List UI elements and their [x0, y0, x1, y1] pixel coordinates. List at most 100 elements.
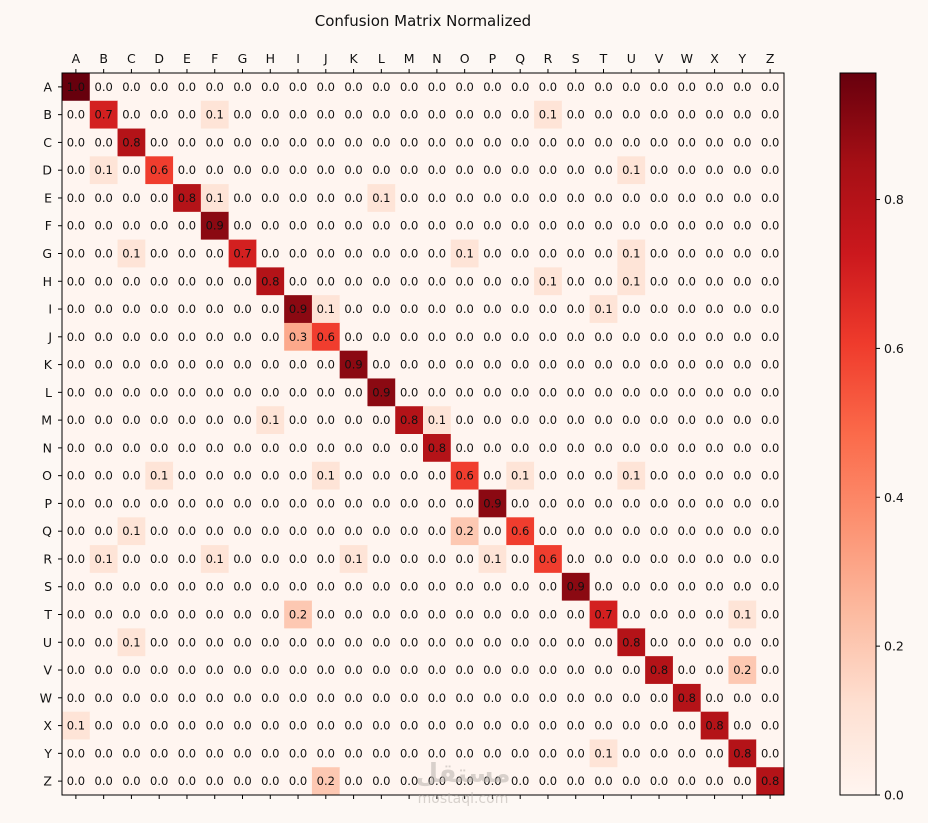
heatmap-cell-T-U	[617, 600, 646, 629]
cell-label-I-K: 0.0	[344, 302, 362, 316]
cell-label-B-J: 0.0	[317, 108, 335, 122]
cell-label-B-N: 0.0	[428, 108, 446, 122]
heatmap-cell-Y-V	[645, 739, 674, 768]
heatmap-cell-K-B	[89, 350, 119, 379]
cell-label-H-S: 0.0	[567, 274, 585, 288]
heatmap-cell-T-F	[200, 600, 230, 629]
cell-label-W-G: 0.0	[233, 691, 251, 705]
heatmap-cell-M-M	[395, 406, 424, 435]
heatmap-cell-B-O	[450, 100, 480, 130]
heatmap-cell-Q-J	[311, 517, 341, 546]
cell-label-Y-A: 0.0	[67, 746, 85, 760]
cell-label-P-R: 0.0	[539, 496, 557, 510]
cell-label-G-M: 0.0	[400, 247, 418, 261]
cell-label-V-V: 0.8	[650, 663, 668, 677]
cell-label-I-D: 0.0	[150, 302, 168, 316]
heatmap-cell-U-X	[700, 628, 729, 657]
heatmap-cell-D-Z	[756, 156, 785, 185]
heatmap-cell-B-B	[89, 100, 119, 130]
cell-label-T-A: 0.0	[67, 608, 85, 622]
heatmap-cell-J-Q	[506, 322, 535, 352]
heatmap-cell-W-A	[62, 683, 91, 713]
cell-label-U-D: 0.0	[150, 635, 168, 649]
cell-label-Q-A: 0.0	[67, 524, 85, 538]
cell-label-R-J: 0.0	[317, 552, 335, 566]
cell-label-F-U: 0.0	[622, 219, 640, 233]
cell-label-M-X: 0.0	[705, 413, 723, 427]
cell-label-V-T: 0.0	[594, 663, 612, 677]
cell-label-Q-D: 0.0	[150, 524, 168, 538]
cell-label-V-J: 0.0	[317, 663, 335, 677]
cell-label-M-R: 0.0	[539, 413, 557, 427]
heatmap-cell-A-P	[478, 73, 507, 102]
cell-label-A-M: 0.0	[400, 80, 418, 94]
heatmap-cell-A-S	[561, 73, 591, 102]
heatmap-cell-Q-L	[367, 517, 396, 546]
cell-label-B-V: 0.0	[650, 108, 668, 122]
cell-label-X-T: 0.0	[594, 719, 612, 733]
x-tick-label-W: W	[681, 51, 693, 66]
heatmap-cell-M-S	[561, 406, 591, 435]
heatmap-cell-A-G	[228, 73, 257, 102]
heatmap-cell-Q-Q	[506, 517, 535, 546]
cell-label-X-Y: 0.0	[733, 719, 751, 733]
heatmap-cell-B-P	[478, 100, 507, 130]
cell-label-S-T: 0.0	[594, 580, 612, 594]
cell-label-K-V: 0.0	[650, 358, 668, 372]
cell-label-O-E: 0.0	[178, 469, 196, 483]
heatmap-cell-Q-X	[700, 517, 729, 546]
heatmap-cell-N-U	[617, 434, 646, 463]
heatmap-cell-P-T	[589, 489, 618, 518]
cell-label-L-P: 0.0	[483, 385, 501, 399]
heatmap-cell-E-Q	[506, 184, 535, 213]
heatmap-cell-D-E	[173, 156, 202, 185]
heatmap-cell-W-U	[617, 683, 646, 713]
heatmap-cell-U-V	[645, 628, 674, 657]
heatmap-cell-F-E	[173, 211, 202, 241]
cell-label-K-Q: 0.0	[511, 358, 529, 372]
cell-label-E-R: 0.0	[539, 191, 557, 205]
heatmap-cell-J-J	[311, 322, 341, 352]
heatmap-cell-N-F	[200, 434, 230, 463]
heatmap-cell-O-J	[311, 461, 341, 491]
heatmap-cell-T-Q	[506, 600, 535, 629]
cell-label-Y-D: 0.0	[150, 746, 168, 760]
cell-label-E-J: 0.0	[317, 191, 335, 205]
cell-label-O-Y: 0.0	[733, 469, 751, 483]
heatmap-cell-P-V	[645, 489, 674, 518]
x-tick-label-U: U	[627, 51, 636, 66]
cell-label-V-I: 0.0	[289, 663, 307, 677]
heatmap-cell-N-L	[367, 434, 396, 463]
heatmap-cell-Z-W	[672, 767, 702, 796]
cell-label-X-A: 0.1	[67, 719, 85, 733]
heatmap-cell-R-I	[284, 545, 313, 574]
cell-label-V-N: 0.0	[428, 663, 446, 677]
cell-label-P-Y: 0.0	[733, 496, 751, 510]
heatmap-cell-Z-Y	[728, 767, 757, 796]
cell-label-R-T: 0.0	[594, 552, 612, 566]
cell-label-B-G: 0.0	[233, 108, 251, 122]
cell-label-K-F: 0.0	[206, 358, 224, 372]
heatmap-cell-J-M	[395, 322, 424, 352]
heatmap-cell-L-R	[534, 378, 563, 407]
cell-label-L-I: 0.0	[289, 385, 307, 399]
watermark: مستقل mostaql.com	[415, 759, 510, 807]
y-tick-label-R: R	[43, 551, 52, 566]
cell-label-Y-T: 0.1	[594, 746, 612, 760]
cell-label-G-A: 0.0	[67, 247, 85, 261]
heatmap-cell-V-W	[672, 656, 702, 685]
cell-label-O-C: 0.0	[122, 469, 140, 483]
cell-label-L-T: 0.0	[594, 385, 612, 399]
cell-label-B-B: 0.7	[95, 108, 113, 122]
cell-label-W-C: 0.0	[122, 691, 140, 705]
cell-label-E-X: 0.0	[705, 191, 723, 205]
x-tick-label-D: D	[154, 51, 164, 66]
cell-label-A-L: 0.0	[372, 80, 390, 94]
cell-label-F-E: 0.0	[178, 219, 196, 233]
cell-label-Q-L: 0.0	[372, 524, 390, 538]
heatmap-cell-B-K	[339, 100, 368, 130]
heatmap-cell-Y-M	[395, 739, 424, 768]
cell-label-Z-J: 0.2	[317, 774, 335, 788]
y-tick-label-M: M	[41, 413, 52, 428]
heatmap-cell-A-V	[645, 73, 674, 102]
